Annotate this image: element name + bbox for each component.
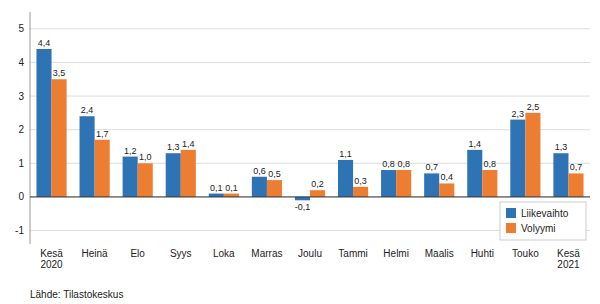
data-label: 1,0 bbox=[139, 152, 152, 162]
data-label: 4,4 bbox=[38, 38, 51, 48]
bar bbox=[568, 173, 583, 197]
y-tick-label: 4 bbox=[18, 57, 24, 68]
bar bbox=[295, 197, 310, 200]
legend-label: Volyymi bbox=[521, 223, 555, 234]
bar bbox=[181, 150, 196, 197]
data-label: 1,2 bbox=[124, 146, 137, 156]
grid-line bbox=[30, 62, 590, 63]
footer: Lähde: Tilastokeskus bbox=[30, 289, 123, 300]
x-tick-label: Huhti bbox=[471, 248, 494, 259]
bar bbox=[381, 170, 396, 197]
bar bbox=[310, 190, 325, 197]
bar bbox=[439, 183, 454, 196]
bar bbox=[424, 173, 439, 197]
data-label: 0,3 bbox=[354, 176, 367, 186]
bar bbox=[553, 153, 568, 197]
data-label: 0,6 bbox=[253, 166, 266, 176]
data-label: 1,7 bbox=[96, 129, 109, 139]
bar bbox=[353, 187, 368, 197]
bar bbox=[138, 163, 153, 197]
data-label: 2,5 bbox=[527, 102, 540, 112]
legend-box bbox=[500, 202, 586, 240]
data-label: 1,4 bbox=[469, 139, 482, 149]
bar bbox=[36, 49, 51, 197]
bars bbox=[36, 49, 583, 200]
x-tick-label: Kesä2020 bbox=[40, 248, 63, 270]
legend: Liikevaihto Volyymi bbox=[500, 202, 586, 240]
x-tick-label: Kesä2021 bbox=[557, 248, 580, 270]
bar bbox=[525, 113, 540, 197]
data-label: 1,3 bbox=[555, 142, 568, 152]
bar bbox=[267, 180, 282, 197]
grid-line bbox=[30, 163, 590, 164]
x-tick-label: Tammi bbox=[338, 248, 367, 259]
y-tick-label: 3 bbox=[18, 91, 24, 102]
y-tick-label: 1 bbox=[18, 158, 24, 169]
data-label: 0,7 bbox=[425, 162, 438, 172]
zero-line bbox=[30, 196, 590, 197]
legend-swatch bbox=[506, 208, 516, 218]
bar bbox=[209, 194, 224, 197]
data-label: 2,3 bbox=[512, 109, 525, 119]
grid bbox=[30, 29, 590, 231]
data-label: 0,8 bbox=[484, 159, 497, 169]
x-tick-label: Syys bbox=[170, 248, 192, 259]
bar bbox=[252, 177, 267, 197]
bar bbox=[396, 170, 411, 197]
data-label: -0,1 bbox=[295, 202, 311, 212]
bar bbox=[224, 194, 239, 197]
legend-swatch bbox=[506, 223, 516, 233]
x-tick-label: Maalis bbox=[425, 248, 454, 259]
data-label: 0,5 bbox=[268, 169, 281, 179]
grid-line bbox=[30, 28, 590, 29]
data-label: 0,7 bbox=[570, 162, 583, 172]
data-label: 3,5 bbox=[53, 68, 66, 78]
grid-line bbox=[30, 196, 590, 197]
bar bbox=[52, 79, 67, 197]
bar bbox=[482, 170, 497, 197]
grid-line bbox=[30, 96, 590, 97]
data-label: 1,1 bbox=[339, 149, 352, 159]
data-label: 0,8 bbox=[382, 159, 395, 169]
bar bbox=[467, 150, 482, 197]
x-tick-label: Heinä bbox=[82, 248, 109, 259]
x-tick-label: Joulu bbox=[298, 248, 322, 259]
y-tick-label: -1 bbox=[15, 225, 24, 236]
bar bbox=[338, 160, 353, 197]
grid-line bbox=[30, 129, 590, 130]
y-tick-label: 5 bbox=[18, 23, 24, 34]
y-tick-label: 2 bbox=[18, 124, 24, 135]
x-tick-label: Touko bbox=[512, 248, 539, 259]
bar bbox=[95, 140, 110, 197]
x-tick-label: Elo bbox=[130, 248, 145, 259]
data-label: 1,4 bbox=[182, 139, 195, 149]
data-label: 2,4 bbox=[81, 105, 94, 115]
bar bbox=[510, 120, 525, 197]
x-tick-label: Helmi bbox=[383, 248, 409, 259]
bar bbox=[80, 116, 95, 197]
y-axis-line bbox=[30, 12, 31, 244]
legend-label: Liikevaihto bbox=[521, 208, 569, 219]
data-label: 0,1 bbox=[225, 183, 238, 193]
data-label: 0,4 bbox=[441, 172, 454, 182]
data-label: 0,8 bbox=[397, 159, 410, 169]
data-label: 0,2 bbox=[311, 179, 324, 189]
bar bbox=[123, 157, 138, 197]
bar bbox=[166, 153, 181, 197]
y-tick-label: 0 bbox=[18, 191, 24, 202]
chart: -10123454,42,41,21,30,10,6-0,11,10,80,71… bbox=[0, 0, 600, 304]
x-tick-label: Loka bbox=[213, 248, 235, 259]
x-tick-label: Marras bbox=[251, 248, 282, 259]
data-label: 1,3 bbox=[167, 142, 180, 152]
data-label: 0,1 bbox=[210, 183, 223, 193]
